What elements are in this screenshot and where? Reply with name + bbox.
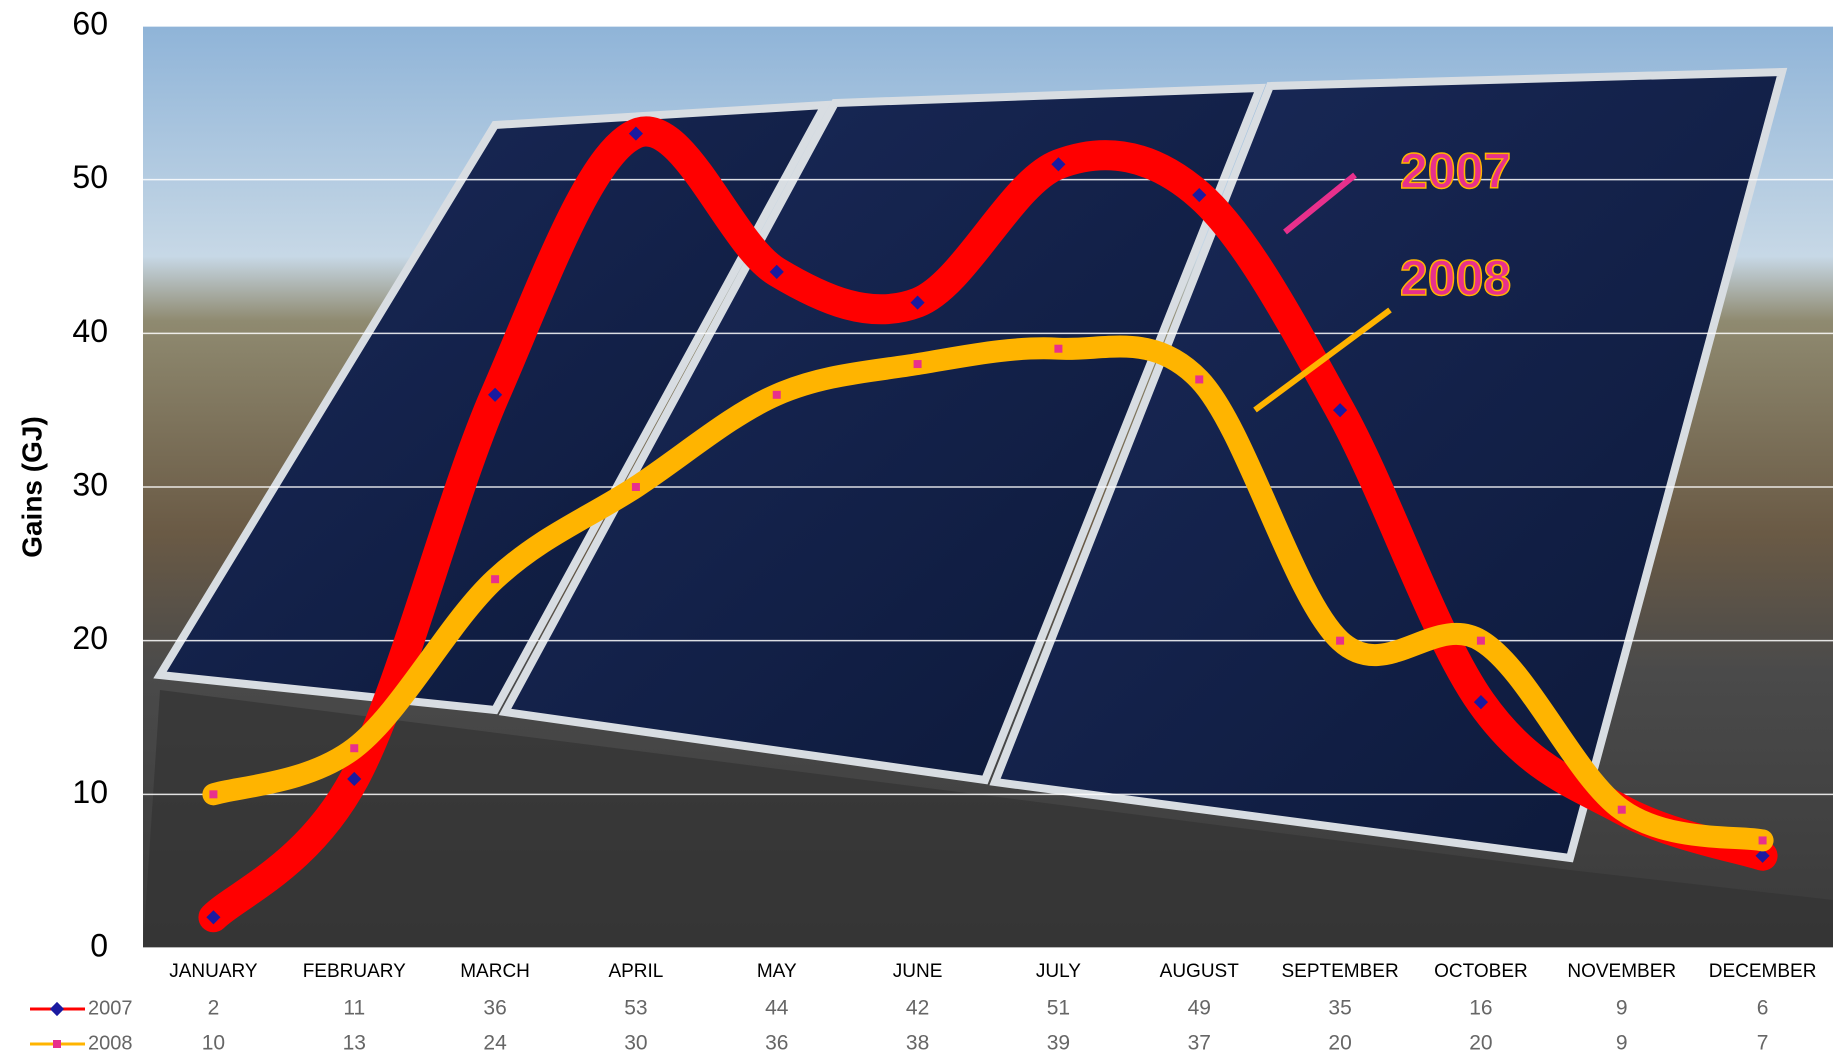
table-value: 39 (1047, 1032, 1070, 1055)
series-line (198, 116, 1778, 933)
annotation-arrow (1283, 172, 1357, 235)
x-tick-label: JANUARY (169, 961, 258, 982)
point (1617, 805, 1626, 814)
table-value: 11 (343, 997, 365, 1020)
annotation-arrow (1253, 307, 1392, 413)
point (1333, 403, 1348, 418)
point (1473, 695, 1488, 710)
x-tick-label: MAY (757, 961, 797, 982)
y-tick-label: 30 (72, 466, 108, 502)
point (488, 387, 503, 402)
table-value: 2 (208, 997, 220, 1020)
point (206, 910, 221, 925)
y-tick-label: 60 (72, 5, 108, 41)
lines (198, 116, 1778, 933)
point (1476, 636, 1485, 645)
y-tick-label: 20 (72, 620, 108, 656)
table-value: 9 (1616, 1032, 1628, 1055)
x-tick-label: SEPTEMBER (1281, 961, 1398, 982)
y-axis-label: Gains (GJ) (16, 416, 47, 558)
table-value: 44 (765, 997, 789, 1020)
point (913, 360, 922, 369)
y-tick-label: 10 (72, 774, 108, 810)
table-value: 16 (1469, 997, 1492, 1020)
table-value: 20 (1469, 1032, 1492, 1055)
point (631, 483, 640, 491)
table-value: 53 (624, 997, 647, 1020)
table-value: 37 (1188, 1032, 1211, 1055)
y-tick-label: 40 (72, 313, 108, 349)
legend-marker (49, 1001, 65, 1017)
legend-label: 2007 (88, 997, 133, 1019)
point (769, 264, 784, 279)
point (1195, 375, 1204, 384)
point (628, 126, 643, 141)
table-value: 7 (1757, 1032, 1769, 1055)
table-value: 36 (483, 997, 506, 1020)
point (1758, 836, 1767, 845)
point (772, 390, 781, 399)
annotation: 2007 (1400, 143, 1511, 199)
point (1755, 848, 1770, 863)
point (350, 744, 359, 753)
table-value: 35 (1328, 997, 1351, 1020)
table-value: 42 (906, 997, 929, 1020)
x-tick-label: APRIL (608, 961, 663, 982)
point (347, 771, 362, 787)
point (910, 295, 925, 310)
legend-marker (53, 1040, 61, 1048)
x-tick-label: JUNE (893, 961, 943, 982)
point (1054, 344, 1063, 353)
legend-label: 2008 (88, 1032, 133, 1054)
table-value: 36 (765, 1032, 788, 1055)
x-tick-label: DECEMBER (1709, 961, 1817, 982)
x-tick-label: NOVEMBER (1567, 961, 1676, 982)
x-tick-label: MARCH (460, 961, 530, 982)
point (1051, 157, 1066, 172)
table-value: 10 (202, 1032, 225, 1055)
x-tick-label: JULY (1036, 961, 1081, 982)
table-value: 20 (1328, 1032, 1351, 1055)
point (1336, 636, 1345, 645)
table-value: 13 (343, 1032, 366, 1055)
series-line (202, 335, 1774, 852)
point (1192, 187, 1207, 203)
table-value: 38 (906, 1032, 929, 1055)
table-value: 9 (1616, 997, 1628, 1020)
x-tick-label: AUGUST (1160, 961, 1240, 982)
point (491, 575, 500, 584)
table-value: 6 (1757, 997, 1769, 1020)
annotation: 2008 (1400, 250, 1511, 306)
y-tick-label: 50 (72, 159, 108, 195)
y-tick-label: 0 (90, 927, 108, 963)
table-value: 49 (1188, 997, 1211, 1020)
table-value: 51 (1047, 997, 1070, 1020)
x-tick-label: FEBRUARY (303, 961, 406, 982)
point (209, 790, 218, 799)
table-value: 30 (624, 1032, 647, 1055)
table-value: 24 (483, 1032, 507, 1055)
x-tick-label: OCTOBER (1434, 961, 1528, 982)
